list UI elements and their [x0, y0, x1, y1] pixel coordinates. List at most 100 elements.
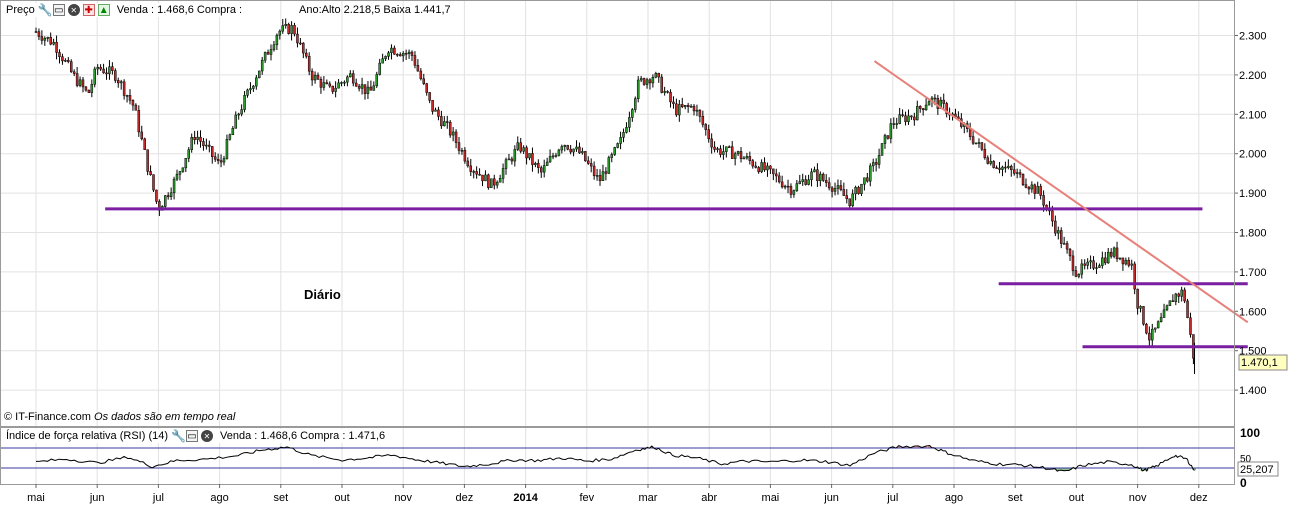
- candle-body: [478, 173, 481, 176]
- candle-body: [108, 66, 111, 74]
- candle-body: [1080, 263, 1084, 275]
- candle-body: [801, 179, 804, 182]
- candle-body: [1104, 257, 1107, 264]
- candle-body: [827, 182, 831, 189]
- candle-body: [495, 181, 499, 186]
- candle-body: [722, 151, 725, 155]
- candle-body: [569, 148, 572, 153]
- rsi-value-label: 25,207: [1240, 464, 1274, 476]
- candle-body: [672, 101, 675, 105]
- candle-body: [96, 67, 99, 70]
- candle-body: [1101, 257, 1104, 266]
- candle-body: [581, 151, 584, 154]
- close-icon[interactable]: ✕: [67, 4, 80, 16]
- candle-body: [299, 42, 302, 45]
- candle-body: [1106, 251, 1110, 264]
- candle-body: [642, 78, 646, 85]
- candle-body: [822, 173, 825, 181]
- candle-body: [769, 165, 772, 170]
- candle-body: [484, 174, 487, 182]
- candle-body: [519, 142, 522, 152]
- candle-body: [904, 115, 907, 122]
- price-candles: [34, 18, 1196, 374]
- candle-body: [319, 79, 323, 88]
- time-axis-label: abr: [701, 492, 717, 504]
- candle-body: [772, 168, 775, 175]
- wrench-icon[interactable]: 🔧: [171, 429, 186, 443]
- candle-body: [263, 52, 267, 61]
- candle-body: [598, 175, 602, 181]
- candle-body: [1151, 328, 1154, 341]
- price-axis-label: 2.000: [1239, 149, 1267, 161]
- window-icon[interactable]: ▭: [186, 430, 199, 442]
- candle-body: [901, 114, 904, 116]
- candle-body: [728, 146, 731, 148]
- candle-body: [830, 187, 834, 192]
- price-panel-title: Preço: [6, 4, 35, 16]
- candle-body: [1139, 306, 1142, 309]
- candle-body: [443, 121, 446, 127]
- candle-body: [260, 59, 264, 72]
- candle-body: [789, 186, 793, 195]
- candle-body: [848, 198, 851, 207]
- candle-body: [266, 52, 270, 55]
- candle-body: [880, 143, 884, 156]
- candle-body: [316, 74, 320, 80]
- candle-body: [40, 36, 44, 41]
- candle-body: [942, 99, 945, 104]
- candle-body: [184, 158, 188, 169]
- candle-body: [1180, 289, 1183, 297]
- candle-body: [93, 68, 97, 85]
- close-icon[interactable]: ✕: [201, 430, 214, 442]
- time-axis-label: mai: [27, 492, 45, 504]
- candle-body: [396, 54, 399, 56]
- candle-body: [140, 131, 144, 140]
- candle-body: [369, 86, 373, 91]
- candle-body: [343, 81, 346, 84]
- candle-body: [798, 181, 802, 184]
- candle-body: [1156, 321, 1160, 329]
- candle-body: [760, 162, 763, 173]
- candle-body: [707, 129, 710, 140]
- candle-body: [1095, 267, 1098, 269]
- settings-icon[interactable]: ✚: [82, 4, 95, 16]
- candle-body: [777, 175, 781, 183]
- candle-body: [836, 185, 840, 189]
- rsi-panel-quote: Venda : 1.468,6 Compra : 1.471,6: [220, 430, 386, 442]
- candle-body: [99, 67, 102, 70]
- candle-body: [1010, 165, 1013, 170]
- price-panel-header: Preço 🔧 ▭ ✕ ✚ ▲ Venda : 1.468,6 Compra :: [3, 3, 246, 17]
- candle-body: [269, 49, 273, 55]
- candle-body: [448, 121, 452, 136]
- time-axis-label: 2014: [513, 492, 538, 504]
- candle-body: [202, 141, 205, 146]
- candle-body: [913, 116, 916, 121]
- candle-body: [675, 103, 678, 116]
- candle-body: [225, 138, 229, 159]
- candle-body: [313, 74, 317, 81]
- candle-body: [49, 37, 52, 45]
- candle-body: [181, 167, 185, 172]
- candle-body: [64, 60, 67, 62]
- candle-body: [175, 173, 179, 180]
- last-price-label: 1.470,1: [1241, 357, 1278, 369]
- time-axis-label: jul: [886, 492, 898, 504]
- wrench-icon[interactable]: 🔧: [37, 3, 53, 17]
- candle-body: [1001, 166, 1004, 170]
- candle-body: [149, 171, 152, 175]
- candle-body: [871, 162, 875, 167]
- candle-body: [146, 149, 149, 172]
- candle-body: [654, 73, 658, 78]
- window-icon[interactable]: ▭: [52, 4, 65, 16]
- candle-body: [1036, 186, 1039, 194]
- candle-body: [222, 158, 226, 163]
- candle-body: [211, 146, 214, 158]
- candle-body: [874, 162, 878, 165]
- candle-body: [357, 85, 361, 89]
- rsi-panel-frame: [0, 427, 1235, 485]
- move-up-icon[interactable]: ▲: [97, 4, 110, 16]
- candle-body: [122, 81, 126, 96]
- candle-body: [490, 178, 493, 188]
- price-panel-frame: [0, 0, 1235, 427]
